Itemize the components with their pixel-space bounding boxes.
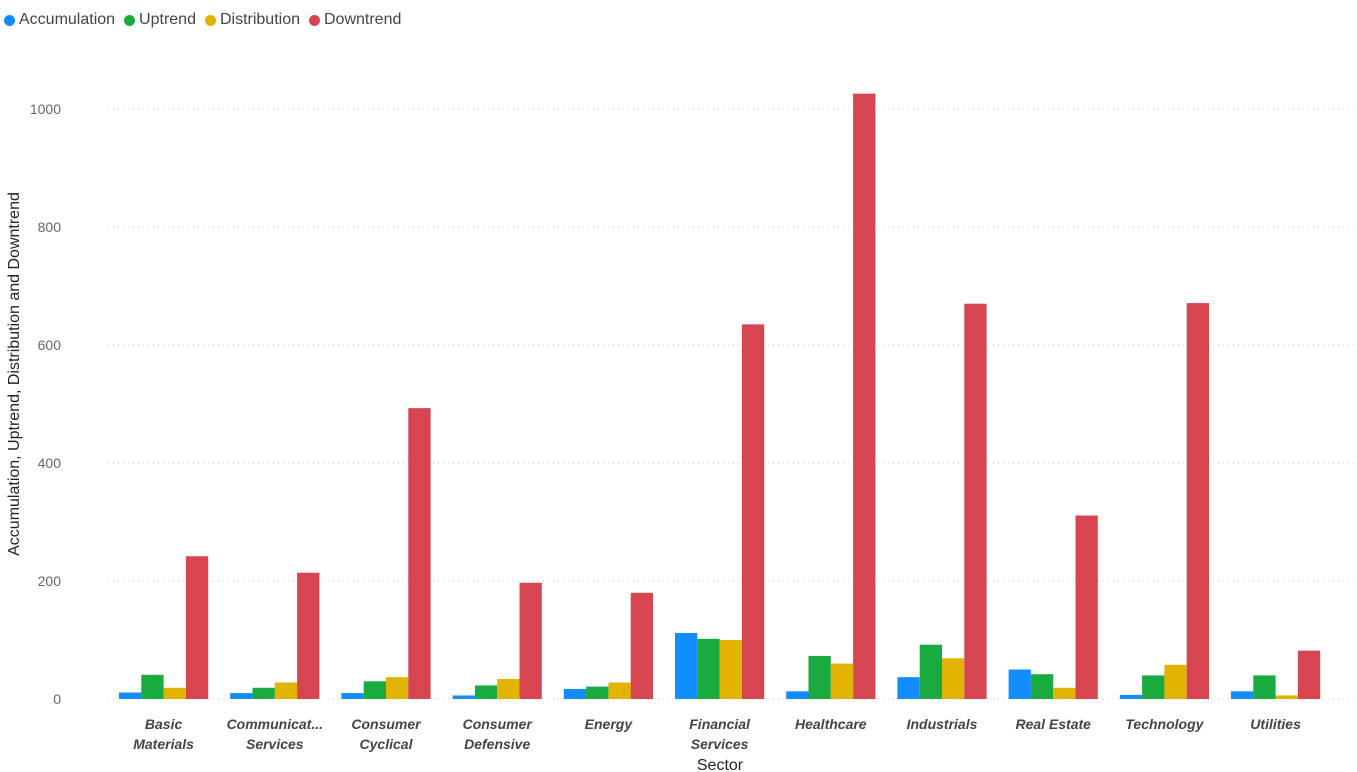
bar-uptrend-financial-services[interactable] (697, 638, 720, 699)
legend-label: Downtrend (324, 11, 402, 28)
legend-item-distribution[interactable]: Distribution (204, 11, 300, 29)
x-tick-label: Defensive (464, 736, 530, 752)
bar-uptrend-energy[interactable] (586, 686, 609, 699)
bar-distribution-healthcare[interactable] (830, 663, 854, 699)
x-tick-label: Healthcare (795, 716, 867, 732)
x-axis-title: Sector (697, 757, 744, 772)
y-tick-label: 600 (38, 337, 62, 353)
legend-label: Distribution (219, 11, 300, 28)
bar-accumulation-financial-services[interactable] (675, 632, 698, 699)
bar-accumulation-real-estate[interactable] (1008, 669, 1031, 700)
bar-downtrend-utilities[interactable] (1297, 650, 1321, 699)
bar-accumulation-technology[interactable] (1119, 694, 1143, 699)
legend-item-accumulation[interactable]: Accumulation (4, 11, 115, 29)
x-tick-label: Utilities (1250, 716, 1301, 732)
bar-downtrend-healthcare[interactable] (853, 93, 876, 699)
x-tick-label: Industrials (907, 716, 978, 732)
bar-uptrend-basic-materials[interactable] (141, 674, 164, 699)
legend: Accumulation Uptrend Distribution Downtrend (4, 11, 410, 29)
bar-downtrend-basic-materials[interactable] (185, 556, 209, 699)
bar-accumulation-industrials[interactable] (897, 677, 920, 699)
bar-uptrend-real-estate[interactable] (1030, 674, 1054, 699)
x-tick-label: Communicat... (227, 716, 323, 732)
legend-label: Uptrend (139, 11, 196, 28)
bar-distribution-energy[interactable] (608, 682, 631, 699)
y-tick-label: 400 (38, 455, 62, 471)
bar-accumulation-basic-materials[interactable] (119, 692, 142, 699)
bar-distribution-consumer-defensive[interactable] (497, 678, 520, 699)
bar-downtrend-technology[interactable] (1186, 303, 1209, 699)
legend-item-uptrend[interactable]: Uptrend (124, 11, 196, 29)
bar-distribution-consumer-cyclical[interactable] (386, 677, 409, 699)
bar-accumulation-communicat-services[interactable] (230, 693, 253, 699)
y-tick-label: 800 (38, 219, 62, 235)
bar-uptrend-communicat-services[interactable] (252, 687, 275, 699)
legend-marker-uptrend (124, 14, 136, 26)
bar-downtrend-real-estate[interactable] (1075, 515, 1098, 699)
x-tick-label: Consumer (463, 716, 534, 732)
x-tick-label: Services (246, 736, 304, 752)
bar-distribution-real-estate[interactable] (1053, 687, 1076, 699)
bar-downtrend-energy[interactable] (630, 592, 653, 699)
legend-item-downtrend[interactable]: Downtrend (309, 11, 401, 29)
legend-marker-distribution (204, 14, 216, 26)
bar-distribution-utilities[interactable] (1275, 695, 1298, 699)
bar-distribution-technology[interactable] (1164, 664, 1187, 699)
x-tick-label: Financial (689, 716, 751, 732)
x-tick-label: Technology (1125, 716, 1204, 732)
bar-uptrend-consumer-cyclical[interactable] (363, 681, 386, 699)
bar-downtrend-communicat-services[interactable] (297, 572, 320, 699)
bar-uptrend-industrials[interactable] (919, 644, 942, 699)
legend-label: Accumulation (19, 11, 116, 28)
bar-accumulation-healthcare[interactable] (786, 691, 809, 699)
x-tick-label: Cyclical (360, 736, 414, 752)
x-tick-label: Services (691, 736, 749, 752)
legend-marker-downtrend (309, 14, 320, 26)
bar-distribution-industrials[interactable] (942, 658, 965, 699)
bar-uptrend-technology[interactable] (1142, 675, 1165, 699)
y-axis-title: Accumulation, Uptrend, Distribution and … (6, 192, 23, 556)
bar-uptrend-utilities[interactable] (1253, 675, 1276, 699)
y-tick-label: 1000 (30, 101, 61, 117)
legend-marker-accumulation (4, 14, 15, 26)
y-tick-label: 200 (38, 573, 62, 589)
bar-uptrend-healthcare[interactable] (808, 655, 831, 699)
bar-downtrend-industrials[interactable] (964, 303, 987, 699)
bar-downtrend-financial-services[interactable] (741, 324, 765, 699)
bar-distribution-basic-materials[interactable] (163, 687, 186, 699)
bar-accumulation-consumer-cyclical[interactable] (341, 693, 364, 699)
y-tick-label: 0 (53, 691, 61, 707)
bar-accumulation-consumer-defensive[interactable] (452, 695, 475, 699)
bar-accumulation-energy[interactable] (563, 688, 587, 699)
bar-downtrend-consumer-defensive[interactable] (519, 582, 542, 699)
bar-accumulation-utilities[interactable] (1231, 691, 1254, 699)
x-tick-label: Real Estate (1015, 716, 1091, 732)
bar-distribution-communicat-services[interactable] (274, 682, 298, 699)
x-tick-label: Consumer (351, 716, 422, 732)
bar-downtrend-consumer-cyclical[interactable] (408, 408, 431, 699)
x-tick-label: Energy (585, 716, 634, 732)
x-tick-label: Basic (145, 716, 183, 732)
x-tick-label: Materials (133, 736, 194, 752)
bar-distribution-financial-services[interactable] (719, 640, 742, 699)
bar-uptrend-consumer-defensive[interactable] (474, 685, 498, 699)
